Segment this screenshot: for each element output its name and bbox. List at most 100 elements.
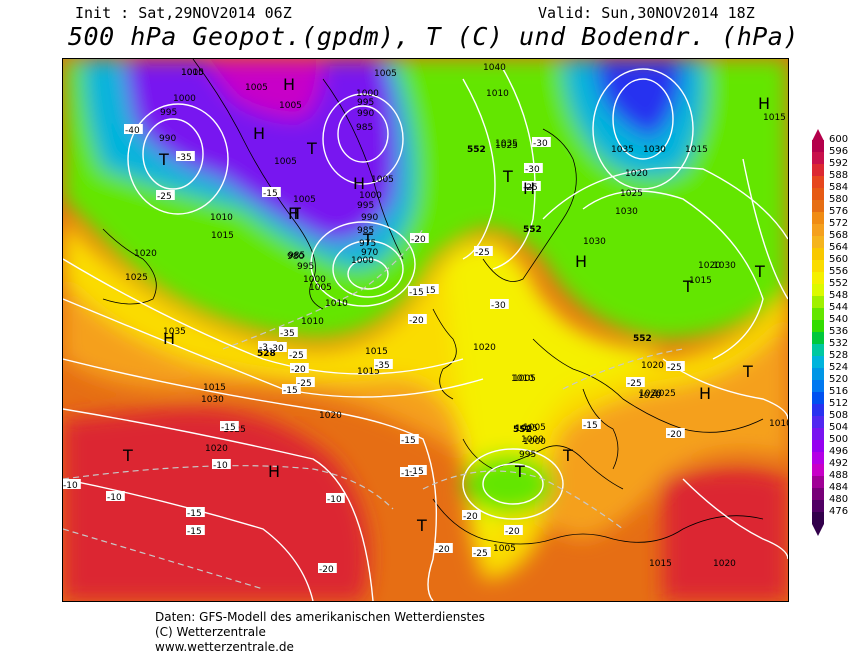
isobar-label: 1000 xyxy=(173,94,196,104)
isotherms xyxy=(63,228,684,590)
isobar-label: 1005 xyxy=(374,69,397,79)
weather-map: 1005100510009959901005100099599098510001… xyxy=(62,58,789,602)
isobar-label: 1030 xyxy=(643,145,666,155)
svg-text:1025: 1025 xyxy=(620,189,643,199)
isobar-label: 990 xyxy=(159,134,176,144)
svg-text:1030: 1030 xyxy=(643,145,666,155)
svg-text:1020: 1020 xyxy=(638,391,661,401)
svg-text:1010: 1010 xyxy=(181,68,204,78)
isotherm-label: -20 xyxy=(318,563,337,575)
isobar-label: 1030 xyxy=(583,237,606,247)
legend-swatch xyxy=(812,140,824,152)
svg-text:-30: -30 xyxy=(491,301,506,311)
isotherm-label: -15 xyxy=(262,187,281,199)
svg-text:1030: 1030 xyxy=(583,237,606,247)
legend-label: 576 xyxy=(829,206,849,217)
svg-text:1000: 1000 xyxy=(523,437,546,447)
svg-text:1015: 1015 xyxy=(649,559,672,569)
svg-text:-35: -35 xyxy=(375,361,390,371)
isotherm-label: -25 xyxy=(666,361,685,373)
svg-text:-15: -15 xyxy=(401,436,416,446)
svg-text:-35: -35 xyxy=(280,329,295,339)
legend-label: 508 xyxy=(829,410,849,421)
legend-swatch xyxy=(812,248,824,260)
legend-swatch xyxy=(812,452,824,464)
isotherm-label: -20 xyxy=(504,525,523,537)
legend-swatch xyxy=(812,164,824,176)
svg-text:1010: 1010 xyxy=(325,299,348,309)
isobar-label: 1005 xyxy=(513,374,536,384)
svg-text:995: 995 xyxy=(357,98,374,108)
legend-swatch xyxy=(812,344,824,356)
geopotential-label: 552 xyxy=(633,334,652,344)
isotherm-label: -25 xyxy=(472,547,491,559)
svg-text:-35: -35 xyxy=(177,153,192,163)
isotherm-label: -10 xyxy=(326,493,345,505)
svg-text:-10: -10 xyxy=(63,481,78,491)
isobar-label: 1005 xyxy=(245,83,268,93)
legend-swatch xyxy=(812,236,824,248)
svg-text:1005: 1005 xyxy=(181,68,204,78)
isobar-label: 1000 xyxy=(351,256,374,266)
isobar-label: 1015 xyxy=(685,145,708,155)
legend-label: 528 xyxy=(829,350,849,361)
legend-swatch xyxy=(812,212,824,224)
legend-swatch xyxy=(812,284,824,296)
isobar-label: 995 xyxy=(357,98,374,108)
legend-label: 556 xyxy=(829,266,849,277)
svg-text:995: 995 xyxy=(357,201,374,211)
svg-text:-40: -40 xyxy=(125,126,140,136)
svg-text:-25: -25 xyxy=(523,183,538,193)
legend-swatch xyxy=(812,488,824,500)
legend-swatch xyxy=(812,200,824,212)
isobar-label: 1020 xyxy=(205,444,228,454)
isobar-label: 1035 xyxy=(163,327,186,337)
isobar-label: 1020 xyxy=(319,411,342,421)
legend-label: 600 xyxy=(829,134,849,145)
legend-label: 596 xyxy=(829,146,849,157)
svg-text:1015: 1015 xyxy=(365,347,388,357)
svg-text:1030: 1030 xyxy=(201,395,224,405)
svg-text:1005: 1005 xyxy=(274,157,297,167)
svg-text:1000: 1000 xyxy=(303,275,326,285)
isobar-label: 1005 xyxy=(523,423,546,433)
legend-label: 568 xyxy=(829,230,849,241)
svg-text:995: 995 xyxy=(160,108,177,118)
high-pressure-marker: H xyxy=(758,94,770,113)
legend-label: 516 xyxy=(829,386,849,397)
footer-data-source: Daten: GFS-Modell des amerikanischen Wet… xyxy=(155,610,485,624)
svg-text:985: 985 xyxy=(356,123,373,133)
legend-label: 484 xyxy=(829,482,849,493)
isobar-label: 1040 xyxy=(483,63,506,73)
low-pressure-marker: T xyxy=(290,204,301,223)
svg-text:1030: 1030 xyxy=(615,207,638,217)
isobar-label: 1025 xyxy=(653,389,676,399)
svg-text:1015: 1015 xyxy=(211,231,234,241)
isotherm-label: -10 xyxy=(212,459,231,471)
legend-top-arrow xyxy=(812,129,824,141)
isobar-label: 1020 xyxy=(625,169,648,179)
isotherm-label: -30 xyxy=(524,163,543,175)
legend-swatch xyxy=(812,308,824,320)
svg-text:-15: -15 xyxy=(283,386,298,396)
high-pressure-marker: H xyxy=(575,252,587,271)
legend-swatch xyxy=(812,416,824,428)
isobar-label: 985 xyxy=(357,226,374,236)
isobar-label: 1015 xyxy=(357,367,380,377)
high-pressure-marker: H xyxy=(283,75,295,94)
svg-text:1015: 1015 xyxy=(689,276,712,286)
isotherm-label: -40 xyxy=(124,124,143,136)
legend-label: 480 xyxy=(829,494,849,505)
svg-text:-15: -15 xyxy=(583,421,598,431)
footer-website[interactable]: www.wetterzentrale.de xyxy=(155,640,294,654)
svg-text:-20: -20 xyxy=(435,545,450,555)
isotherm-label: -20 xyxy=(290,363,309,375)
isobar-label: 1005 xyxy=(515,424,538,434)
isotherm-label: -20 xyxy=(462,510,481,522)
legend-label: 580 xyxy=(829,194,849,205)
high-pressure-marker: H xyxy=(699,384,711,403)
map-labels: 1005100510009959901005100099599098510001… xyxy=(63,63,788,575)
isotherm-label: -25 xyxy=(156,190,175,202)
isobar-label: 990 xyxy=(361,213,378,223)
high-pressure-marker: H xyxy=(253,124,265,143)
